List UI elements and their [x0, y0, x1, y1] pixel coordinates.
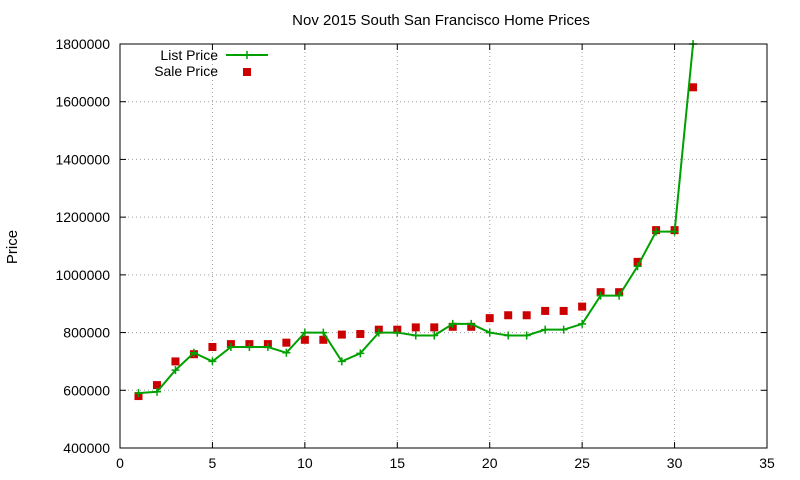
sale-price-point — [356, 330, 365, 339]
list-price-point — [282, 348, 291, 357]
list-price-point — [152, 387, 161, 396]
sale-price-point — [171, 357, 180, 366]
sale-price-point — [689, 83, 698, 92]
axis-ticks: 0 5 10 15 20 25 30 35 400000 600000 800000 1000000 1… — [55, 36, 775, 471]
list-price-point — [226, 343, 235, 351]
sale-price-point — [300, 335, 309, 344]
list-price-point — [541, 325, 550, 334]
list-price-point — [189, 348, 198, 357]
list-price-point — [208, 357, 217, 366]
list-price-point — [134, 389, 143, 398]
list-price-point — [652, 227, 661, 236]
list-price-point — [319, 328, 328, 337]
list-price-point — [615, 291, 624, 300]
sale-price-point — [411, 323, 420, 332]
legend-marker-list-price — [243, 51, 251, 59]
sale-price-point — [208, 343, 217, 351]
list-price-point — [522, 331, 531, 340]
sale-price-point — [522, 311, 531, 320]
list-price-line — [138, 43, 695, 395]
sale-price-point — [633, 257, 642, 266]
sale-price-point — [541, 306, 550, 315]
x-tick-label: 35 — [759, 455, 775, 471]
sale-price-series — [134, 83, 698, 401]
list-price-point — [633, 262, 642, 271]
x-tick-label: 30 — [667, 455, 683, 471]
y-tick-label: 600000 — [63, 382, 110, 398]
list-price-point — [356, 349, 365, 358]
sale-price-point — [152, 381, 161, 390]
x-tick-label: 25 — [574, 455, 590, 471]
sale-price-point — [559, 306, 568, 315]
x-tick-label: 5 — [209, 455, 217, 471]
list-price-series — [134, 40, 698, 398]
list-price-point — [467, 319, 476, 328]
plot-frame — [119, 43, 768, 449]
sale-price-point — [430, 323, 439, 332]
list-price-point — [559, 325, 568, 334]
sale-price-point — [578, 302, 587, 311]
list-price-point — [448, 319, 457, 328]
chart-title: Nov 2015 South San Francisco Home Prices — [292, 12, 590, 29]
y-tick-label: 1000000 — [55, 267, 110, 283]
sale-price-point — [319, 335, 328, 344]
list-price-point — [411, 331, 420, 340]
y-tick-label: 1400000 — [55, 151, 110, 167]
list-price-point — [504, 331, 513, 340]
grid-lines — [120, 44, 767, 448]
sale-price-point — [485, 314, 494, 323]
list-price-point — [337, 357, 346, 366]
y-tick-label: 400000 — [63, 440, 110, 456]
sale-price-point — [337, 330, 346, 339]
x-tick-label: 20 — [482, 455, 498, 471]
list-price-point — [263, 343, 272, 351]
list-price-point — [596, 291, 605, 300]
y-tick-label: 1800000 — [55, 36, 110, 52]
x-tick-label: 15 — [389, 455, 405, 471]
x-tick-label: 10 — [297, 455, 313, 471]
list-price-point — [485, 328, 494, 337]
sale-price-point — [504, 311, 513, 320]
list-price-point — [374, 328, 383, 337]
list-price-point — [393, 328, 402, 337]
legend-label-sale-price: Sale Price — [154, 63, 218, 79]
y-axis-label: Price — [4, 230, 21, 264]
legend-label-list-price: List Price — [160, 47, 218, 63]
y-tick-label: 800000 — [63, 325, 110, 341]
legend-marker-sale-price — [243, 68, 251, 76]
x-tick-label: 0 — [116, 455, 124, 471]
list-price-point — [171, 366, 180, 375]
y-tick-label: 1600000 — [55, 94, 110, 110]
list-price-point — [670, 227, 679, 236]
list-price-point — [578, 319, 587, 328]
sale-price-point — [282, 338, 291, 347]
list-price-point — [300, 328, 309, 337]
list-price-point — [430, 331, 439, 340]
list-price-point — [245, 343, 254, 351]
y-tick-label: 1200000 — [55, 209, 110, 225]
